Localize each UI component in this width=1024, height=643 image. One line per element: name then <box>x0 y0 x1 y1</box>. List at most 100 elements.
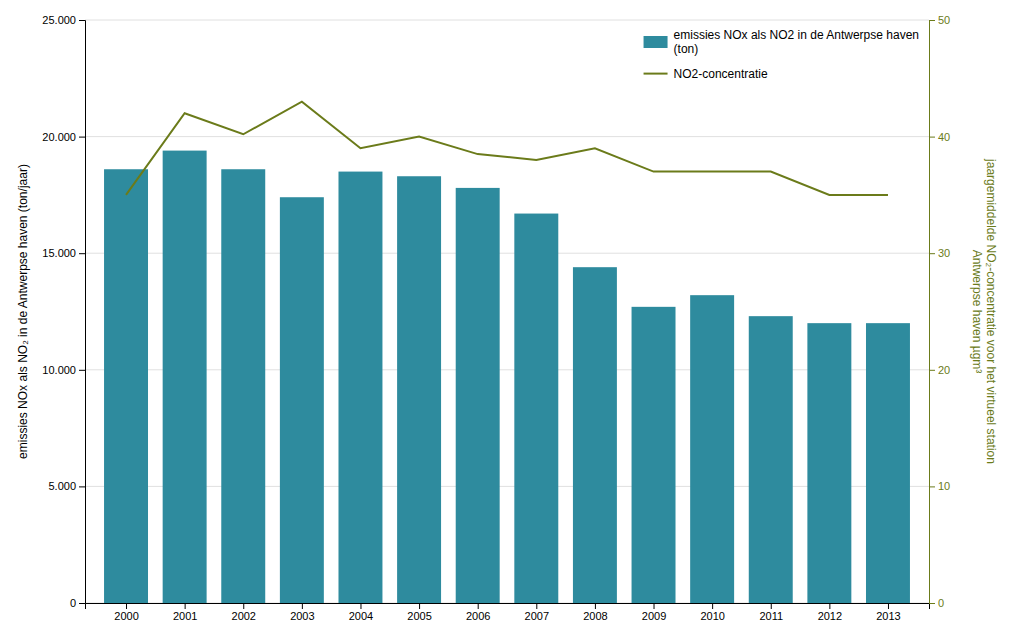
line <box>126 102 888 195</box>
tick-label: 15.000 <box>42 247 76 259</box>
tick-mark <box>185 603 186 609</box>
tick: 2008 <box>583 603 607 622</box>
tick: 2005 <box>407 603 431 622</box>
legend: emissies NOx als NO2 in de Antwerpse hav… <box>644 28 919 81</box>
grid-line <box>85 136 929 137</box>
bar <box>690 295 734 603</box>
tick-label: 2008 <box>583 610 607 622</box>
bar <box>866 323 910 603</box>
y-axis: 0 5.000 10.000 15.000 20.000 25.000 <box>42 14 85 609</box>
tick-mark <box>888 603 889 609</box>
tick: 2003 <box>290 603 314 622</box>
tick: 10.000 <box>42 364 85 376</box>
tick: 0 <box>70 597 85 609</box>
tick-label: 2004 <box>349 610 373 622</box>
legend-item: emissies NOx als NO2 in de Antwerpse hav… <box>644 28 919 56</box>
legend-swatch <box>644 73 668 75</box>
tick-label: 2007 <box>525 610 549 622</box>
tick-label: 2010 <box>700 610 724 622</box>
tick-mark <box>243 603 244 609</box>
y2-axis-title: jaargemiddelde NO₂-concentratie voor het… <box>970 158 998 464</box>
bar <box>221 169 265 603</box>
tick-label: 2005 <box>407 610 431 622</box>
bar <box>749 316 793 603</box>
tick-mark <box>929 20 935 21</box>
legend-text-group: NO2-concentratie <box>674 67 768 81</box>
grid-line <box>85 20 929 21</box>
bar <box>456 188 500 603</box>
tick: 10 <box>929 480 950 492</box>
plot: 2000200120022003200420052006200720082009… <box>16 14 998 622</box>
tick-mark <box>771 603 772 609</box>
tick-mark <box>929 137 935 138</box>
tick: 5.000 <box>48 480 85 492</box>
legend-text-group: emissies NOx als NO2 in de Antwerpse hav… <box>674 28 919 56</box>
tick-mark <box>478 603 479 609</box>
grid-line <box>85 253 929 254</box>
tick-mark <box>595 603 596 609</box>
bar <box>573 267 617 603</box>
bar-series <box>104 151 910 603</box>
bar <box>807 323 851 603</box>
tick-label: 2000 <box>114 610 138 622</box>
tick: 50 <box>929 14 950 26</box>
tick: 20 <box>929 364 950 376</box>
tick: 2002 <box>232 603 256 622</box>
bar <box>163 151 207 603</box>
tick: 15.000 <box>42 247 85 259</box>
tick: 2011 <box>759 603 783 622</box>
tick-label: 2006 <box>466 610 490 622</box>
tick-mark <box>654 603 655 609</box>
tick: 2007 <box>525 603 549 622</box>
tick-mark <box>712 603 713 609</box>
axis-line <box>79 21 86 604</box>
bar <box>632 307 676 603</box>
tick-mark <box>829 603 830 609</box>
grid-line <box>85 486 929 487</box>
tick-label: 2011 <box>759 610 783 622</box>
tick-mark <box>79 370 85 371</box>
tick-mark <box>79 253 85 254</box>
chart: 2000200120022003200420052006200720082009… <box>0 0 1024 643</box>
tick-mark <box>79 137 85 138</box>
tick-label: 20 <box>938 364 950 376</box>
tick: 20.000 <box>42 131 85 143</box>
tick-mark <box>929 603 935 604</box>
tick-mark <box>79 486 85 487</box>
tick-label: 40 <box>938 131 950 143</box>
tick: 2013 <box>876 603 900 622</box>
tick-label: 0 <box>70 597 76 609</box>
bar <box>280 197 324 603</box>
tick-mark <box>79 20 85 21</box>
tick-mark <box>126 603 127 609</box>
tick-mark <box>79 603 85 604</box>
y-axis-title: emissies NOx als NO₂ in de Antwerpse hav… <box>16 164 30 459</box>
axis-line <box>86 604 930 610</box>
tick-label: 20.000 <box>42 131 76 143</box>
tick: 0 <box>929 597 944 609</box>
tick-label: 10 <box>938 480 950 492</box>
tick-label: 2012 <box>818 610 842 622</box>
legend-swatch <box>644 36 668 48</box>
tick-label: 30 <box>938 247 950 259</box>
tick-label: 2003 <box>290 610 314 622</box>
tick-label: 25.000 <box>42 14 76 26</box>
tick: 2000 <box>114 603 138 622</box>
tick-mark <box>929 370 935 371</box>
tick-label: 0 <box>938 597 944 609</box>
legend-label: emissies NOx als NO2 in de Antwerpse hav… <box>674 28 919 56</box>
tick: 40 <box>929 131 950 143</box>
tick-label: 5.000 <box>48 480 76 492</box>
grid-line <box>85 369 929 370</box>
x-axis: 2000200120022003200420052006200720082009… <box>86 603 930 622</box>
tick-label: 2001 <box>173 610 197 622</box>
tick-label: 10.000 <box>42 364 76 376</box>
tick-label: 2013 <box>876 610 900 622</box>
marks <box>104 102 910 603</box>
tick: 2006 <box>466 603 490 622</box>
bar <box>104 169 148 603</box>
tick-mark <box>360 603 361 609</box>
tick-label: 50 <box>938 14 950 26</box>
bar <box>514 214 558 603</box>
grid <box>85 20 929 603</box>
